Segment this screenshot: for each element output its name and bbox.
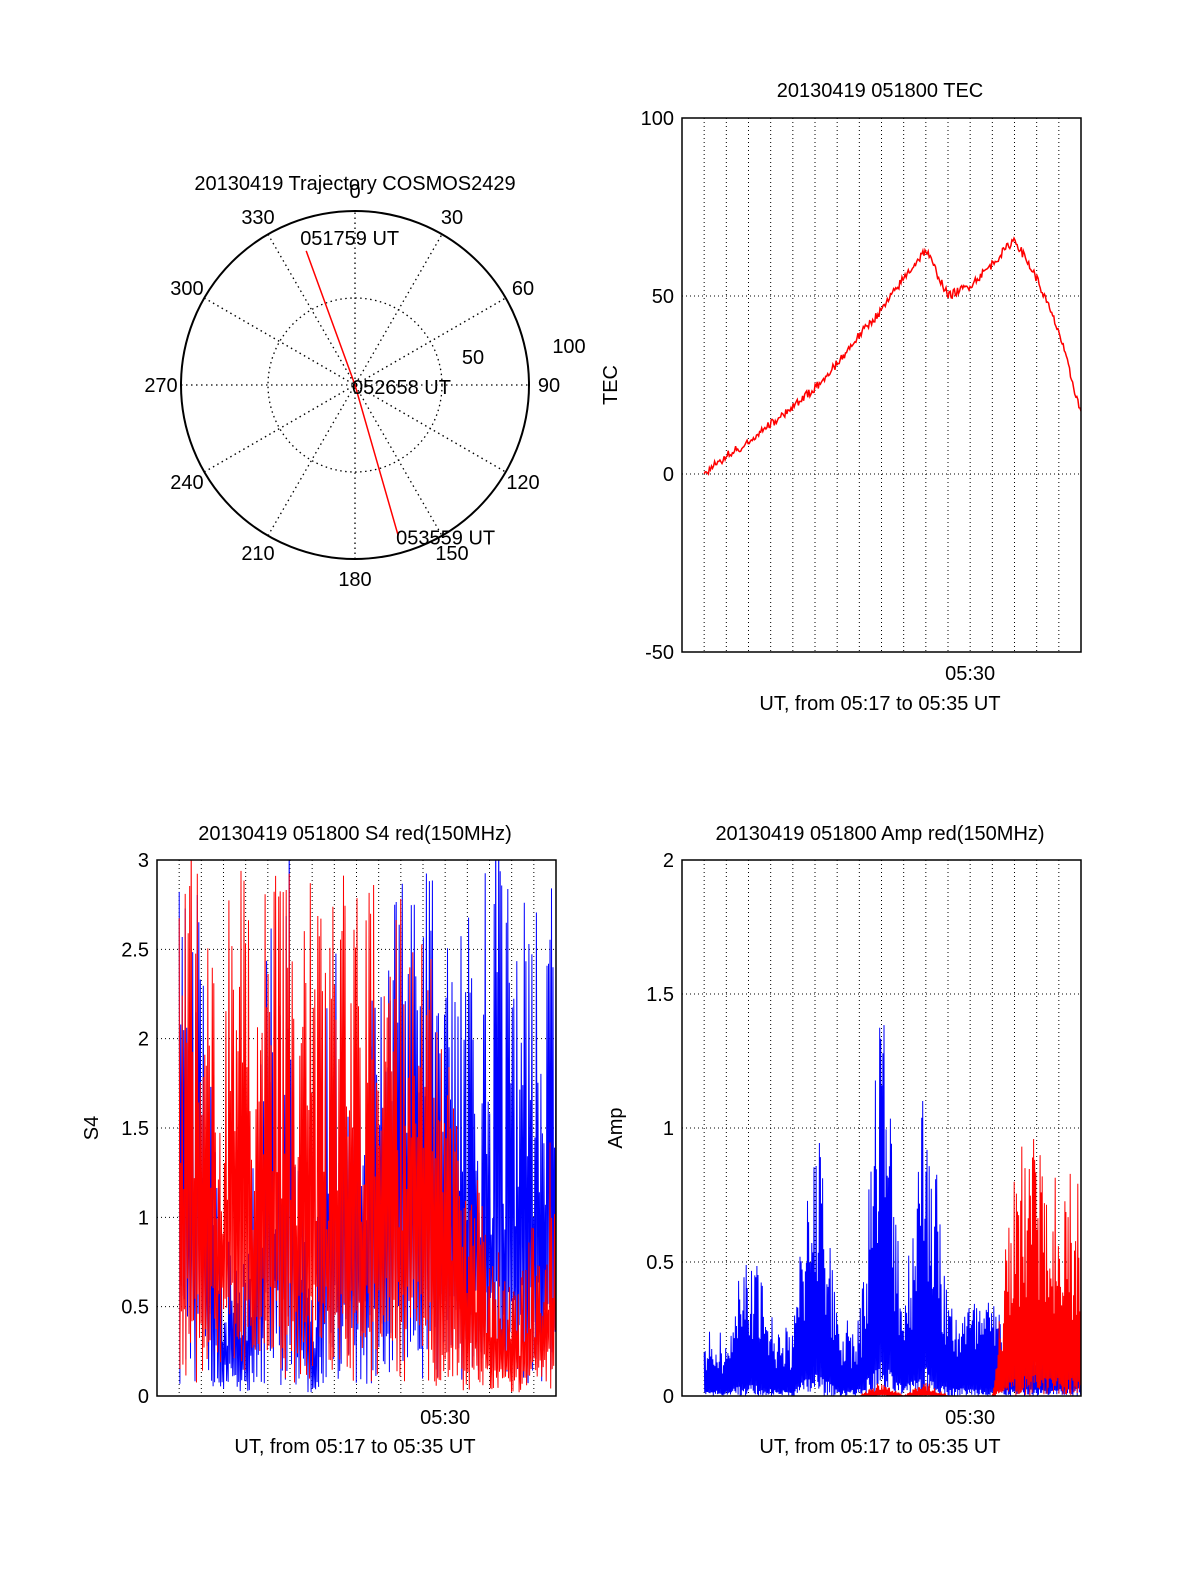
- polar-azimuth-label: 300: [170, 278, 203, 300]
- plot-area: [178, 860, 556, 1393]
- polar-spoke: [267, 233, 443, 537]
- plot-area: [703, 236, 1081, 476]
- x-tick-label: 05:30: [420, 1407, 470, 1429]
- amp-panel: 20130419 051800 Amp red(150MHz) Amp UT, …: [605, 823, 1082, 1458]
- polar-azimuth-label: 210: [241, 543, 274, 565]
- plot-frame: [681, 117, 1082, 653]
- series-line-red: [178, 860, 556, 1393]
- polar-radial-label: 50: [462, 347, 484, 369]
- polar-azimuth-label: 120: [506, 472, 539, 494]
- plot-area: [703, 1025, 1081, 1396]
- s4-panel: 20130419 051800 S4 red(150MHz) S4 UT, fr…: [81, 823, 557, 1458]
- tec-panel: 20130419 051800 TEC TEC UT, from 05:17 t…: [600, 80, 1082, 715]
- y-tick-label: 0.5: [646, 1252, 674, 1274]
- tec-ylabel: TEC: [600, 365, 622, 405]
- x-tick-label: 05:30: [945, 1407, 995, 1429]
- y-tick-label: 2.5: [121, 939, 149, 961]
- polar-radial-label: 100: [552, 336, 585, 358]
- tec-xlabel: UT, from 05:17 to 05:35 UT: [759, 693, 1000, 715]
- y-tick-label: 2: [663, 850, 674, 872]
- trajectory-line: [305, 250, 399, 536]
- polar-azimuth-label: 60: [512, 278, 534, 300]
- amp-ylabel: Amp: [605, 1107, 627, 1148]
- polar-azimuth-label: 90: [538, 375, 560, 397]
- plot-frame: [681, 859, 1082, 1397]
- y-tick-label: -50: [645, 642, 674, 664]
- y-tick-label: 50: [652, 286, 674, 308]
- polar-title: 20130419 Trajectory COSMOS2429: [194, 173, 515, 195]
- polar-spoke: [267, 233, 443, 537]
- polar-azimuth-label: 180: [338, 569, 371, 591]
- y-tick-label: 0: [138, 1386, 149, 1408]
- y-tick-label: 1: [663, 1118, 674, 1140]
- y-tick-label: 1: [138, 1207, 149, 1229]
- y-tick-label: 0.5: [121, 1297, 149, 1319]
- amp-title: 20130419 051800 Amp red(150MHz): [715, 823, 1044, 845]
- polar-azimuth-label: 0: [349, 181, 360, 203]
- polar-azimuth-label: 240: [170, 472, 203, 494]
- y-tick-label: 3: [138, 850, 149, 872]
- polar-azimuth-label: 30: [441, 207, 463, 229]
- y-tick-label: 1.5: [646, 984, 674, 1006]
- s4-ylabel: S4: [81, 1116, 103, 1140]
- y-tick-label: 100: [641, 108, 674, 130]
- trajectory-end-label: 053559 UT: [396, 528, 495, 550]
- polar-spoke: [203, 297, 507, 473]
- polar-spoke: [203, 297, 507, 473]
- x-tick-label: 05:30: [945, 663, 995, 685]
- s4-xlabel: UT, from 05:17 to 05:35 UT: [234, 1436, 475, 1458]
- plot-frame: [156, 859, 557, 1397]
- polar-azimuth-label: 150: [435, 543, 468, 565]
- y-tick-label: 0: [663, 464, 674, 486]
- tec-title: 20130419 051800 TEC: [777, 80, 983, 102]
- series-line-red: [703, 236, 1081, 476]
- s4-title: 20130419 051800 S4 red(150MHz): [198, 823, 512, 845]
- trajectory-start-label: 051759 UT: [300, 228, 399, 250]
- y-tick-label: 1.5: [121, 1118, 149, 1140]
- trajectory-mid-label: 052658 UT: [352, 377, 451, 399]
- y-tick-label: 0: [663, 1386, 674, 1408]
- series-line-red: [704, 1138, 1081, 1396]
- polar-azimuth-label: 270: [144, 375, 177, 397]
- trajectory-polar-panel: 20130419 Trajectory COSMOS2429 0 30 60 90 12…: [144, 173, 585, 591]
- amp-xlabel: UT, from 05:17 to 05:35 UT: [759, 1436, 1000, 1458]
- y-tick-label: 2: [138, 1029, 149, 1051]
- polar-azimuth-label: 330: [241, 207, 274, 229]
